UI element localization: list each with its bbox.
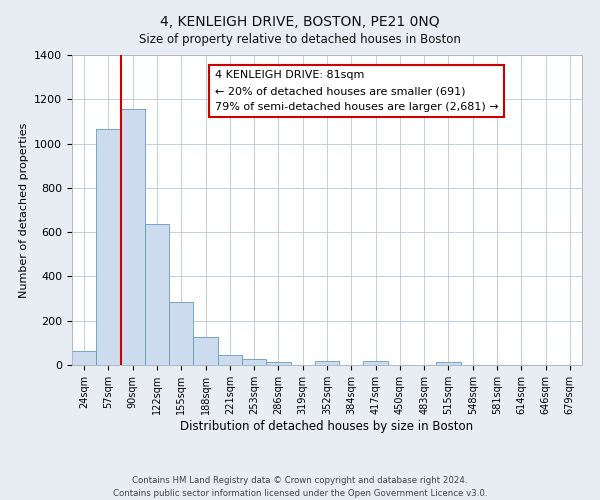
Bar (266, 362, 290, 365)
Bar (193, 338, 218, 365)
Bar (145, 224, 169, 365)
Bar (242, 360, 266, 365)
Text: Size of property relative to detached houses in Boston: Size of property relative to detached ho… (139, 32, 461, 46)
Text: Contains HM Land Registry data © Crown copyright and database right 2024.
Contai: Contains HM Land Registry data © Crown c… (113, 476, 487, 498)
Text: 4, KENLEIGH DRIVE, BOSTON, PE21 0NQ: 4, KENLEIGH DRIVE, BOSTON, PE21 0NQ (160, 15, 440, 29)
Bar (96, 129, 121, 365)
Text: 4 KENLEIGH DRIVE: 81sqm
← 20% of detached houses are smaller (691)
79% of semi-d: 4 KENLEIGH DRIVE: 81sqm ← 20% of detache… (215, 70, 499, 112)
Bar (72, 350, 96, 365)
Bar (315, 360, 339, 365)
Bar (436, 362, 461, 365)
Bar (364, 360, 388, 365)
Bar (169, 302, 193, 365)
Y-axis label: Number of detached properties: Number of detached properties (19, 122, 29, 298)
Bar (218, 355, 242, 365)
X-axis label: Distribution of detached houses by size in Boston: Distribution of detached houses by size … (181, 420, 473, 432)
Bar (121, 110, 145, 365)
